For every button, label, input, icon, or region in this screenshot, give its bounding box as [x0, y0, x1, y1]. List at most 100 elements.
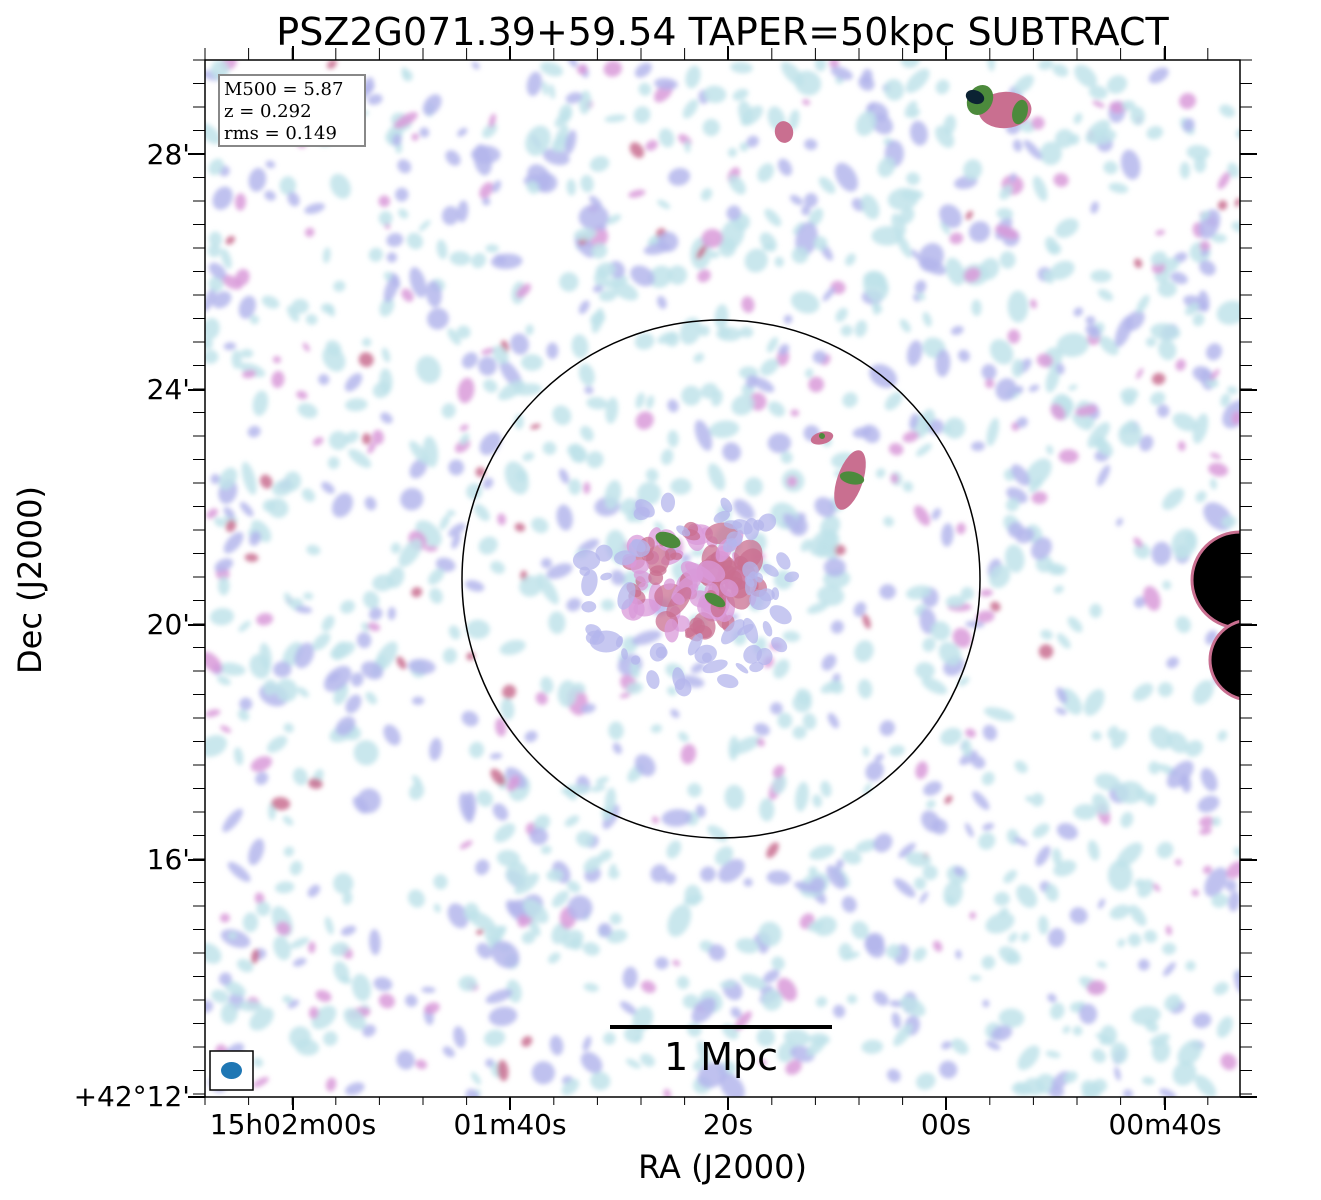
noise-blob [344, 431, 359, 444]
noise-blob [1204, 867, 1228, 897]
noise-blob [489, 752, 503, 760]
noise-blob [295, 605, 313, 614]
noise-blob [893, 1023, 913, 1047]
noise-blob [955, 949, 962, 960]
noise-blob [1158, 339, 1177, 361]
noise-blob [361, 661, 384, 680]
info-legend: M500 = 5.87 z = 0.292 rms = 0.149 [218, 74, 366, 147]
noise-blob [225, 519, 237, 533]
noise-blob [1025, 795, 1033, 803]
noise-blob [506, 979, 522, 1003]
noise-blob [205, 317, 220, 340]
noise-blob [1087, 422, 1110, 449]
noise-blob [514, 873, 540, 895]
noise-blob [685, 65, 701, 89]
noise-blob [323, 1031, 338, 1046]
noise-blob [1013, 74, 1034, 95]
noise-blob [1055, 707, 1067, 716]
noise-blob [985, 912, 1015, 934]
noise-blob [1162, 580, 1172, 590]
noise-blob [1164, 994, 1182, 1011]
noise-blob [640, 1053, 655, 1067]
noise-blob [361, 433, 372, 445]
noise-blob [546, 563, 573, 579]
noise-blob [396, 656, 407, 670]
noise-blob [672, 959, 681, 967]
noise-blob [909, 413, 919, 430]
noise-blob [638, 82, 652, 96]
noise-blob [877, 157, 896, 178]
noise-blob [367, 94, 383, 105]
noise-blob [911, 249, 920, 260]
noise-blob [1122, 393, 1136, 406]
noise-blob [1191, 889, 1200, 897]
noise-blob [456, 325, 471, 339]
noise-blob [969, 974, 982, 981]
noise-blob [409, 782, 425, 801]
noise-blob [777, 977, 798, 1002]
noise-blob [1129, 904, 1147, 927]
noise-blob [304, 203, 325, 214]
noise-blob [820, 680, 842, 694]
noise-blob [289, 860, 303, 876]
noise-blob [703, 85, 727, 103]
noise-blob [989, 339, 1014, 365]
noise-blob [681, 385, 702, 406]
noise-blob [1134, 878, 1145, 888]
halo-blob [680, 561, 704, 582]
noise-blob [1089, 603, 1102, 618]
noise-blob [944, 417, 966, 439]
noise-blob [1137, 958, 1150, 971]
noise-blob [1175, 359, 1186, 371]
noise-blob [861, 1039, 884, 1054]
noise-blob [592, 284, 604, 293]
noise-blob [1228, 890, 1240, 912]
noise-blob [935, 349, 951, 378]
halo-edge-blob [717, 674, 739, 689]
noise-blob [851, 921, 869, 940]
noise-blob [1056, 687, 1068, 704]
noise-blob [1114, 315, 1133, 348]
noise-blob [932, 940, 943, 952]
halo-edge-blob [769, 605, 792, 625]
ytick-label: 20' [146, 608, 190, 641]
noise-blob [833, 1004, 846, 1018]
noise-blob [791, 246, 809, 264]
noise-blob [580, 703, 596, 714]
noise-blob [981, 771, 995, 786]
noise-blob [916, 1072, 936, 1090]
noise-blob [264, 190, 276, 201]
noise-blob [326, 60, 337, 70]
noise-blob [683, 894, 704, 905]
halo-edge-blob [585, 630, 605, 645]
noise-blob [963, 159, 983, 181]
noise-blob [1219, 104, 1236, 118]
noise-blob [331, 492, 353, 518]
noise-blob [516, 283, 532, 299]
noise-blob [1166, 731, 1189, 754]
halo-edge-blob [753, 519, 765, 531]
noise-blob [308, 778, 323, 789]
noise-blob [813, 236, 828, 251]
noise-blob [940, 221, 951, 235]
noise-blob [294, 642, 315, 669]
noise-blob [422, 94, 442, 116]
halo-blob [670, 552, 683, 560]
noise-blob [1008, 932, 1018, 943]
noise-blob [327, 456, 340, 470]
noise-blob [429, 737, 442, 761]
noise-blob [744, 477, 763, 497]
noise-blob [286, 305, 300, 322]
noise-blob [921, 810, 941, 833]
noise-blob [965, 210, 974, 221]
noise-blob [312, 632, 331, 651]
noise-blob [433, 874, 448, 890]
noise-blob [295, 1038, 320, 1056]
noise-blob [914, 280, 927, 294]
noise-blob [476, 790, 493, 807]
noise-blob [1172, 412, 1198, 432]
noise-blob [261, 295, 280, 309]
noise-blob [694, 419, 713, 451]
noise-blob [971, 299, 982, 317]
noise-blob [790, 291, 820, 314]
